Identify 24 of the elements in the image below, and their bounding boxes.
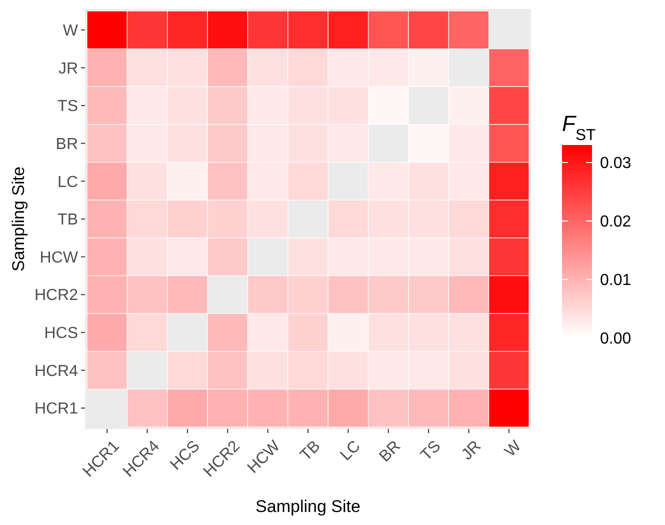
y-tick-label: HCR2 (34, 287, 78, 304)
y-tick-label: JR (58, 60, 78, 78)
x-tick-label: LC (337, 438, 364, 464)
y-tick-label: TS (58, 98, 78, 116)
color-bar-title: F$_{ST}$ (562, 111, 596, 144)
y-tick-label: BR (56, 136, 78, 153)
y-tick-label: TB (58, 212, 78, 229)
x-tick-label: TS (418, 438, 444, 464)
x-axis-title: Sampling Site (256, 497, 360, 516)
y-tick-label: HCR1 (34, 400, 78, 418)
x-tick-label: BR (376, 438, 404, 466)
color-bar-label: 0.00 (600, 330, 632, 348)
x-tick-label: W (502, 437, 526, 460)
color-bar-label: 0.01 (600, 272, 632, 290)
color-bar-label: 0.02 (600, 214, 632, 231)
color-bar-label: 0.03 (600, 155, 632, 172)
x-tick-label: JR (458, 438, 484, 464)
y-tick-label: HCW (40, 249, 79, 266)
x-tick-label: TB (297, 438, 324, 464)
y-tick-label: HCS (44, 325, 78, 342)
y-axis-title: Sampling Site (9, 166, 28, 272)
y-tick-label: W (62, 22, 79, 40)
y-tick-label: HCR4 (34, 362, 78, 380)
y-tick-label: LC (58, 174, 78, 191)
